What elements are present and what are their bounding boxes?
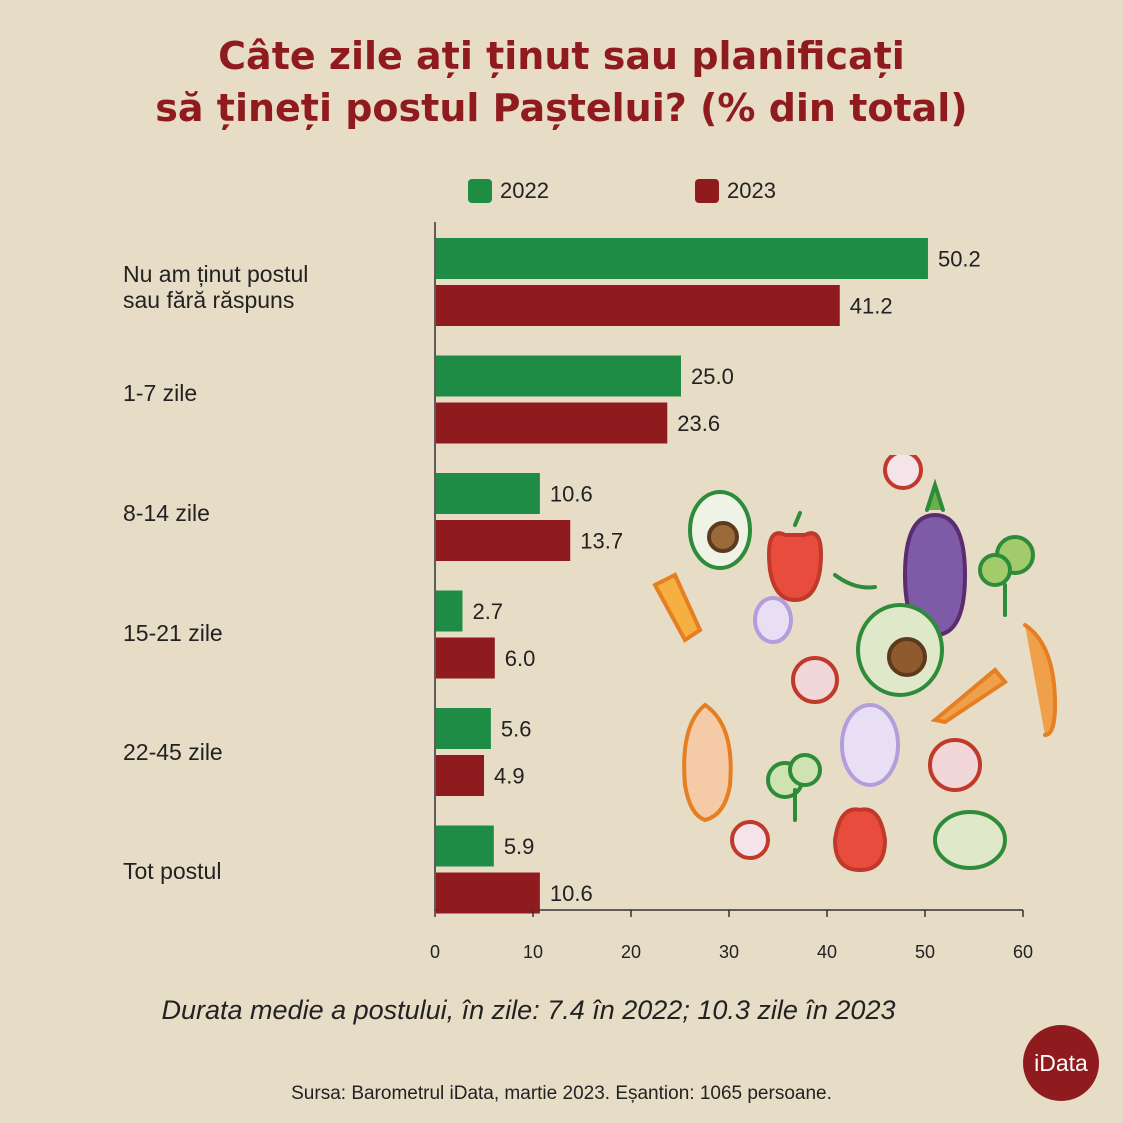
carrot-icon-2: [930, 667, 1008, 725]
pepper-icon-2: [832, 807, 888, 873]
category-label-15-21: 15-21 zile: [123, 620, 223, 646]
x-tick-label-40: 40: [817, 942, 837, 962]
vegetables-illustration: [652, 455, 1058, 873]
average-duration-note: Durata medie a postului, în zile: 7.4 în…: [161, 995, 896, 1025]
category-label-no-fast: Nu am ținut postul sau fără răspuns: [123, 261, 308, 313]
category-label-22-45: 22-45 zile: [123, 739, 223, 765]
legend-item-2023: 2023: [695, 176, 776, 206]
source-note: Sursa: Barometrul iData, martie 2023. Eș…: [291, 1083, 832, 1104]
title-line-2: să țineți postul Paștelui? (% din total): [155, 86, 968, 130]
x-tick-label-30: 30: [719, 942, 739, 962]
bar-2022-4: [436, 708, 491, 749]
bar-value-label-2023-3: 6.0: [505, 646, 536, 671]
radish-icon-4: [883, 455, 923, 490]
legend-swatch-2023: [695, 179, 719, 203]
bar-value-label-2023-4: 4.9: [494, 764, 525, 789]
bar-2023-5: [436, 872, 540, 914]
bar-value-label-2023-0: 41.2: [850, 294, 893, 319]
legend-label-2023: 2023: [727, 178, 776, 203]
radish-icon: [791, 656, 839, 704]
bar-value-label-2022-5: 5.9: [504, 834, 535, 859]
bar-2023-1: [436, 402, 668, 444]
ticks-group: 0 10 20 30 40 50 60: [430, 910, 1033, 962]
bar-2023-2: [436, 520, 571, 561]
bar-value-label-2022-4: 5.6: [501, 717, 532, 742]
category-label-line-2: sau fără răspuns: [123, 287, 295, 313]
bar-2023-4: [436, 755, 485, 796]
idata-logo: iData: [1023, 1025, 1099, 1101]
bar-2022-2: [436, 473, 540, 514]
bar-value-label-2022-1: 25.0: [691, 364, 734, 389]
bar-value-label-2022-3: 2.7: [472, 599, 503, 624]
bar-2023-0: [436, 285, 840, 326]
title-line-1: Câte zile ați ținut sau planificați: [218, 34, 905, 78]
x-tick-label-60: 60: [1013, 942, 1033, 962]
x-tick-label-0: 0: [430, 942, 440, 962]
radish-icon-2: [928, 738, 982, 792]
x-tick-label-10: 10: [523, 942, 543, 962]
category-label-8-14: 8-14 zile: [123, 500, 210, 526]
legend-item-2022: 2022: [468, 176, 549, 206]
squash-icon: [682, 702, 733, 823]
carrot-icon: [652, 572, 703, 643]
radish-icon-3: [730, 820, 770, 860]
category-label-line-1: Nu am ținut postul: [123, 261, 309, 287]
bar-value-label-2023-5: 10.6: [550, 881, 593, 906]
legend-swatch-2022: [468, 179, 492, 203]
bar-2022-5: [436, 825, 494, 867]
x-tick-label-20: 20: [621, 942, 641, 962]
bar-value-label-2023-2: 13.7: [580, 529, 623, 554]
category-label-full-fast: Tot postul: [123, 858, 222, 884]
bar-2022-1: [436, 355, 681, 397]
chart-title: Câte zile ați ținut sau planificați să ț…: [0, 30, 1123, 134]
avocado-icon-3: [933, 810, 1007, 870]
bar-value-label-2022-2: 10.6: [550, 482, 593, 507]
category-label-1-7: 1-7 zile: [123, 380, 198, 406]
onion-icon-2: [840, 703, 900, 787]
bar-value-label-2023-1: 23.6: [677, 411, 720, 436]
x-tick-label-50: 50: [915, 942, 935, 962]
bar-2023-3: [436, 637, 495, 679]
bar-2022-0: [436, 238, 928, 279]
pepper-icon: [767, 531, 823, 603]
onion-icon: [753, 596, 793, 644]
bar-value-label-2022-0: 50.2: [938, 247, 981, 272]
bar-2022-3: [436, 590, 463, 632]
logo-text: iData: [1034, 1049, 1088, 1076]
legend-label-2022: 2022: [500, 178, 549, 203]
peas-icon: [833, 573, 877, 590]
